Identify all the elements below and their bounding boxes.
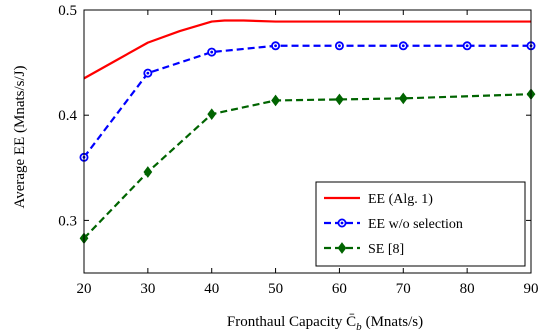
- axes: 20 30 40 50 60 70 80 90 0.3 0.4 0.5: [58, 3, 538, 297]
- data-point-dot-2-5: [338, 44, 341, 48]
- data-point-dot-2-3: [210, 50, 214, 54]
- x-tick-label-7: 80: [460, 281, 475, 297]
- x-tick-label-8: 90: [524, 281, 539, 297]
- x-tick-label-5: 60: [332, 281, 347, 297]
- y-tick-label-1: 0.3: [58, 213, 77, 229]
- x-axis-label-subscript: b: [356, 321, 362, 333]
- y-tick-label-2: 0.4: [58, 108, 77, 124]
- x-tick-label-1: 20: [77, 281, 92, 297]
- y-axis-label: Average EE (Mnats/s/J): [12, 65, 28, 208]
- legend-marker-3: [337, 242, 347, 254]
- data-point-3-4: [271, 94, 280, 107]
- plot-frame: [83, 9, 532, 274]
- plot-area: [79, 19, 536, 245]
- legend-marker-dot-2: [340, 221, 344, 225]
- data-point-3-3: [207, 108, 217, 120]
- x-axis-label-unit: (Mnats/s): [366, 314, 424, 330]
- data-point-3-2: [143, 166, 153, 178]
- data-point-dot-2-4: [274, 44, 277, 48]
- legend-label-2: EE w/o selection: [368, 217, 463, 232]
- legend: EE (Alg. 1) EE w/o selection SE [8]: [315, 181, 526, 267]
- data-point-3-6: [398, 92, 408, 105]
- data-point-dot-2-2: [146, 71, 150, 75]
- x-tick-label-3: 40: [204, 281, 219, 297]
- legend-label-1: EE (Alg. 1): [368, 192, 433, 207]
- x-tick-label-6: 70: [396, 281, 411, 297]
- series-line-2: [83, 44, 531, 158]
- y-tick-label-3: 0.5: [58, 3, 77, 19]
- x-axis-label-main: Fronthaul Capacity C̄: [227, 314, 356, 330]
- x-tick-label-4: 50: [268, 281, 283, 297]
- data-point-dot-2-7: [465, 44, 469, 48]
- series-line-1: [83, 19, 531, 80]
- data-point-3-5: [335, 93, 344, 106]
- data-point-dot-2-6: [401, 44, 405, 48]
- x-axis-label: Fronthaul Capacity C̄b (Mnats/s): [227, 314, 423, 333]
- legend-label-3: SE [8]: [368, 242, 404, 257]
- x-tick-label-2: 30: [140, 281, 155, 297]
